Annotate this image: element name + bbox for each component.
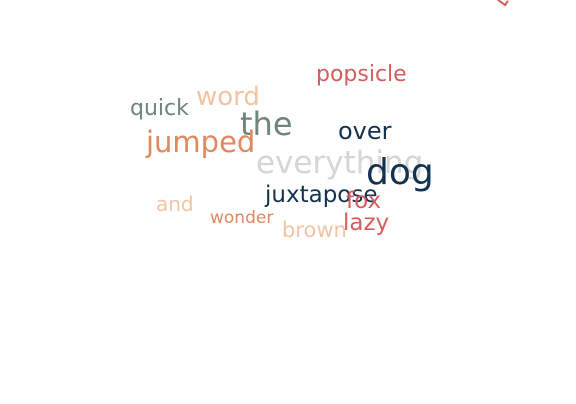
word-and: and: [156, 192, 194, 216]
word-wonder: wonder: [210, 208, 274, 228]
word-quick: quick: [130, 96, 189, 121]
word-brown: brown: [282, 218, 347, 242]
word-over: over: [338, 117, 392, 145]
word-fox: fox: [346, 188, 382, 214]
word-the: the: [240, 105, 293, 143]
word-popsicle: popsicle: [316, 62, 407, 87]
word-dog: dog: [366, 152, 434, 193]
word-jumped: jumped: [146, 125, 256, 159]
word-everything: everything: [256, 145, 424, 181]
word-juxtapose: juxtapose: [265, 182, 378, 208]
corner-check-icon: [497, 0, 509, 7]
word-lazy: lazy: [343, 210, 390, 236]
word-word: word: [196, 82, 260, 112]
